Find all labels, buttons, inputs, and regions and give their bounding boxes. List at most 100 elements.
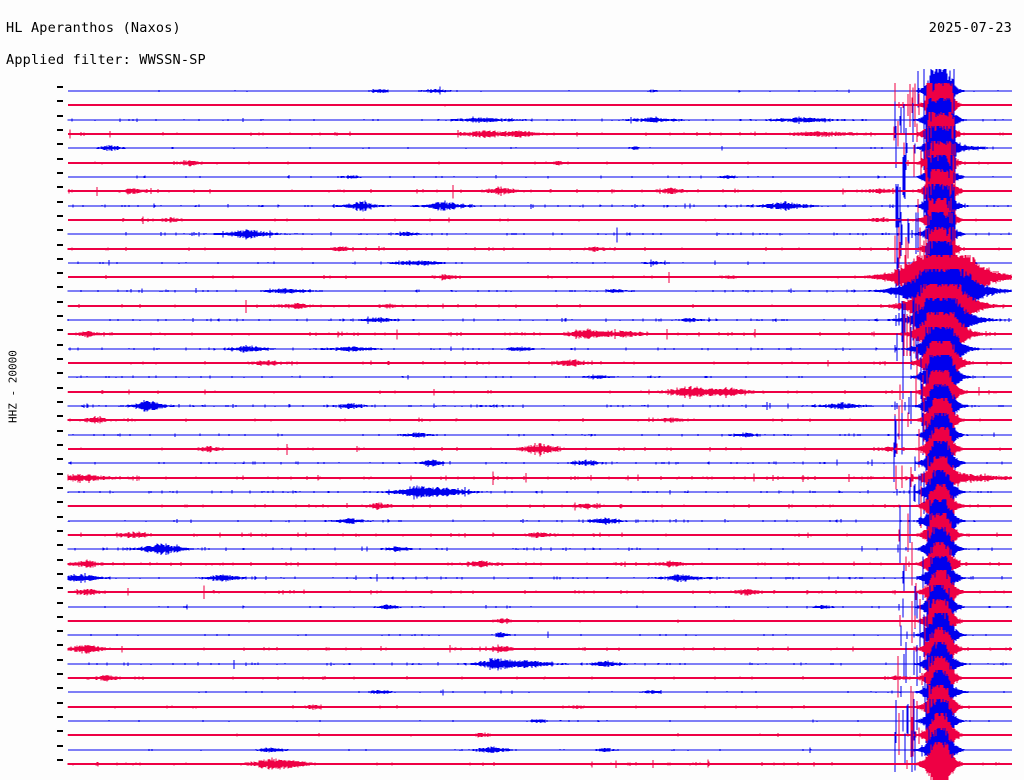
waveform-17-00 [67,555,1012,600]
trace-canvas [67,69,1012,113]
waveform-00-30 [67,83,1012,128]
trace-canvas [67,312,1012,357]
axis-tick [57,630,63,633]
axis-tick [57,529,63,532]
trace-row: 18:30 [57,598,1012,643]
trace-row: 08:00 [57,298,1012,343]
axis-tick [57,272,63,275]
waveform-03-30 [67,169,1012,214]
trace-canvas [67,541,1012,586]
trace-row: 06:30 [57,255,1012,300]
trace-canvas [67,570,1012,615]
trace-canvas [67,140,1012,185]
trace-canvas [67,527,1012,572]
axis-tick [57,458,63,461]
trace-canvas [67,584,1012,629]
waveform-07-30 [67,283,1012,328]
waveform-14-30 [67,484,1012,529]
waveform-02-30 [67,140,1012,185]
waveform-11-00 [67,384,1012,429]
trace-row: 00:00 [57,69,1012,113]
waveform-14-00 [67,469,1012,514]
waveform-22-00 [67,699,1012,744]
waveform-15-30 [67,512,1012,557]
trace-row: 01:00 [57,97,1012,142]
trace-row: 13:30 [57,455,1012,500]
trace-canvas [67,498,1012,543]
trace-canvas [67,627,1012,672]
axis-tick [57,229,63,232]
waveform-01-00 [67,97,1012,142]
trace-row: 17:00 [57,555,1012,600]
helicorder-plot: 00:0000:3001:0001:3002:0002:3003:0003:30… [57,69,1012,780]
trace-canvas [67,283,1012,328]
trace-canvas [67,512,1012,557]
axis-tick [57,143,63,146]
waveform-23-00 [67,727,1012,772]
trace-row: 03:30 [57,169,1012,214]
waveform-11-30 [67,398,1012,443]
trace-row: 05:30 [57,226,1012,271]
trace-canvas [67,226,1012,271]
waveform-12-00 [67,412,1012,457]
waveform-20-30 [67,656,1012,701]
axis-tick [57,472,63,475]
waveform-13-30 [67,455,1012,500]
axis-tick [57,415,63,418]
axis-tick [57,701,63,704]
axis-tick [57,300,63,303]
trace-canvas [67,641,1012,686]
axis-tick [57,329,63,332]
trace-row: 06:00 [57,240,1012,285]
trace-canvas [67,384,1012,429]
trace-canvas [67,656,1012,701]
trace-canvas [67,713,1012,758]
waveform-07-00 [67,269,1012,314]
waveform-22-30 [67,713,1012,758]
waveform-19-30 [67,627,1012,672]
trace-row: 03:00 [57,154,1012,199]
waveform-17-30 [67,570,1012,615]
axis-tick [57,730,63,733]
waveform-12-30 [67,427,1012,471]
trace-canvas [67,369,1012,414]
applied-filter-label: Applied filter: WWSSN-SP [6,52,206,68]
waveform-06-00 [67,240,1012,285]
axis-tick [57,114,63,117]
waveform-13-00 [67,441,1012,486]
trace-canvas [67,154,1012,199]
axis-tick [57,615,63,618]
axis-tick [57,315,63,318]
trace-row: 11:00 [57,384,1012,429]
axis-tick [57,358,63,361]
trace-canvas [67,684,1012,729]
axis-tick [57,100,63,103]
waveform-04-30 [67,197,1012,242]
trace-row: 19:00 [57,613,1012,658]
trace-canvas [67,240,1012,285]
waveform-01-30 [67,111,1012,156]
axis-tick [57,572,63,575]
trace-row: 16:00 [57,527,1012,572]
axis-tick [57,716,63,719]
waveform-23-30 [67,742,1012,780]
trace-row: 19:30 [57,627,1012,672]
trace-canvas [67,412,1012,457]
axis-tick [57,601,63,604]
trace-row: 04:30 [57,197,1012,242]
waveform-20-00 [67,641,1012,686]
axis-tick [57,171,63,174]
axis-tick [57,343,63,346]
trace-row: 21:30 [57,684,1012,729]
trace-canvas [67,455,1012,500]
trace-canvas [67,255,1012,300]
axis-tick [57,386,63,389]
axis-tick [57,243,63,246]
y-axis-label: HHZ - 20000 [6,350,20,423]
trace-row: 09:00 [57,326,1012,371]
trace-canvas [67,427,1012,471]
trace-canvas [67,97,1012,142]
date-label: 2025-07-23 [928,20,1012,36]
axis-tick [57,744,63,747]
